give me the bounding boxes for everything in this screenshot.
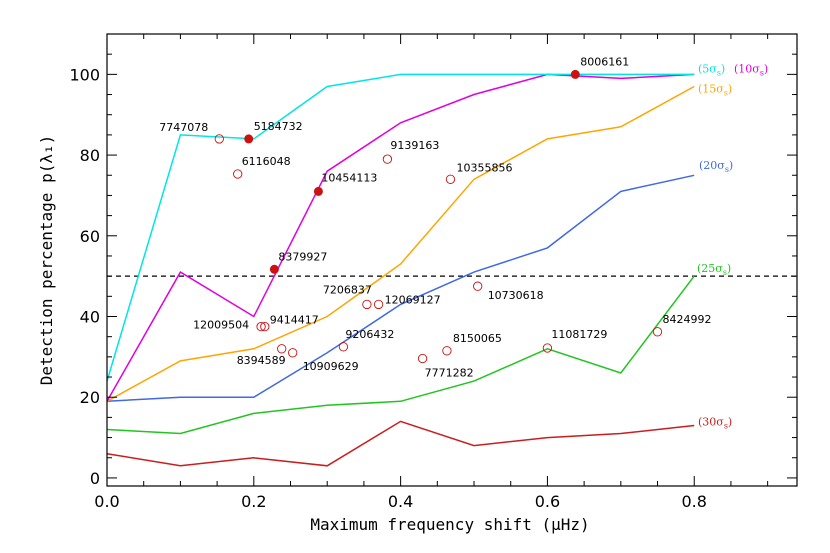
star-marker-5184732 (244, 134, 254, 144)
star-marker-6116048 (233, 169, 243, 179)
star-label-5184732: 5184732 (254, 120, 303, 133)
star-label-7771282: 7771282 (425, 367, 474, 380)
star-marker-8394589 (277, 344, 287, 354)
star-label-10355856: 10355856 (457, 161, 513, 174)
star-label-7206837: 7206837 (323, 283, 372, 296)
star-marker-10355856 (445, 174, 456, 184)
star-label-9414417: 9414417 (270, 314, 319, 327)
y-tick-label: 20 (80, 388, 100, 407)
star-label-11081729: 11081729 (551, 328, 607, 341)
star-label-9206432: 9206432 (345, 328, 394, 341)
axis-ticks: 0.0 0.2 0.4 0.6 0.8 0 20 40 60 80 100 (69, 34, 797, 511)
star-label-8006161: 8006161 (580, 55, 629, 68)
star-label-6116048: 6116048 (242, 155, 291, 168)
y-tick-label: 80 (80, 146, 100, 165)
star-label-10454113: 10454113 (321, 171, 377, 184)
series-line-6 (106, 420, 695, 467)
star-label-10909629: 10909629 (303, 360, 359, 373)
series-line-2 (106, 73, 695, 402)
star-marker-7747078 (214, 134, 224, 144)
x-tick-label: 0.4 (388, 492, 413, 511)
star-marker-7206837 (362, 299, 372, 310)
plot-frame (106, 33, 798, 487)
series-label-3: (15σs) (698, 82, 732, 97)
star-label-12009504: 12009504 (193, 319, 249, 332)
star-marker-10454113 (313, 186, 323, 196)
star-marker-8379927 (269, 264, 279, 274)
star-label-8424992: 8424992 (663, 313, 712, 326)
series-line-4 (106, 174, 695, 403)
star-marker-10730618 (473, 281, 483, 291)
star-label-8394589: 8394589 (237, 354, 286, 367)
y-tick-label: 40 (80, 308, 100, 327)
series-label-1: (5σs) (698, 62, 725, 77)
series-label-2: (10σs) (734, 62, 768, 77)
star-marker-11081729 (542, 343, 553, 353)
y-tick-label: 0 (90, 469, 100, 488)
star-label-8150065: 8150065 (453, 332, 502, 345)
star-marker-7771282 (417, 353, 428, 364)
series-line-3 (106, 85, 695, 402)
series-label-5: (25σs) (697, 262, 731, 277)
x-axis-title: Maximum frequency shift (μHz) (310, 515, 589, 534)
star-label-10730618: 10730618 (488, 289, 544, 302)
series-line-5 (106, 275, 695, 435)
x-tick-label: 0.0 (94, 492, 119, 511)
plot-marks: (5σs) (10σs)(15σs) (20σs) (25σs) (30σs) 77470… (106, 55, 797, 467)
star-marker-8424992 (652, 327, 663, 337)
star-label-9139163: 9139163 (390, 139, 439, 152)
star-marker-12069127 (373, 299, 384, 310)
star-label-8379927: 8379927 (278, 250, 327, 263)
star-marker-10909629 (288, 348, 298, 358)
y-tick-label: 100 (69, 65, 100, 84)
star-label-7747078: 7747078 (159, 121, 208, 134)
x-tick-label: 0.2 (241, 492, 266, 511)
star-marker-9139163 (382, 154, 393, 164)
x-tick-label: 0.6 (535, 492, 560, 511)
y-tick-label: 60 (80, 227, 100, 246)
star-marker-8150065 (442, 346, 452, 356)
star-label-12069127: 12069127 (385, 293, 441, 306)
star-marker-9414417 (260, 321, 270, 332)
star-marker-9206432 (338, 342, 349, 352)
series-label-4: (20σs) (699, 159, 733, 174)
series-label-6: (30σs) (698, 415, 732, 430)
series-line-1 (106, 73, 695, 382)
y-axis-title: Detection percentage p(λ₁) (37, 135, 56, 385)
x-tick-label: 0.8 (682, 492, 707, 511)
star-marker-12009504 (256, 321, 266, 332)
star-marker-8006161 (570, 69, 580, 79)
